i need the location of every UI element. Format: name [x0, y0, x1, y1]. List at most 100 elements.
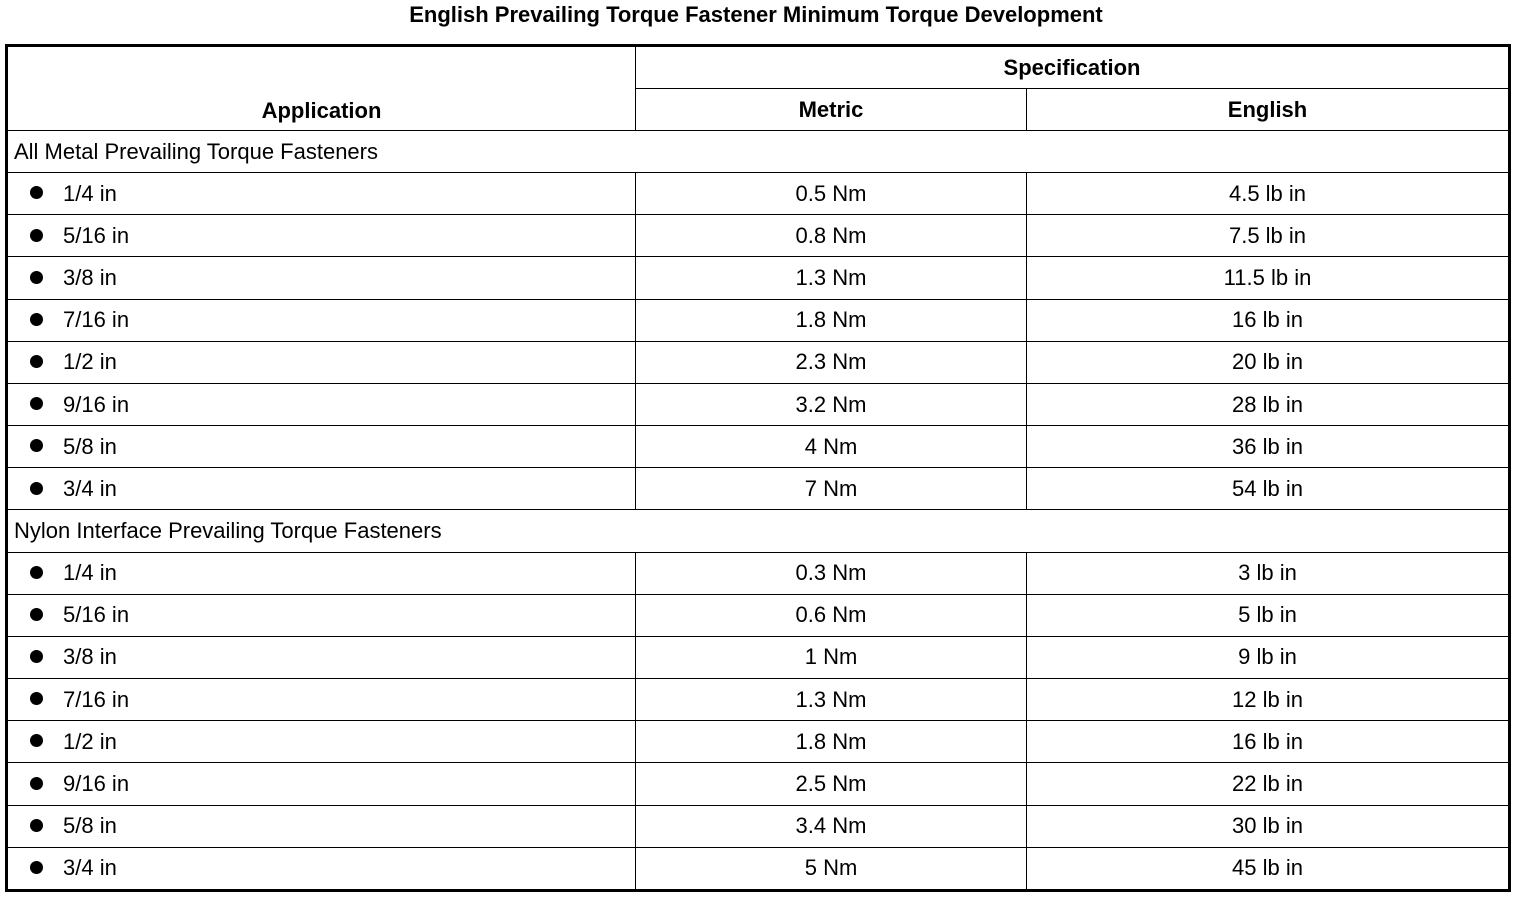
metric-cell: 1.3 Nm [635, 256, 1027, 300]
bullet-icon [30, 439, 43, 453]
section-row: Nylon Interface Prevailing Torque Fasten… [5, 509, 1511, 553]
metric-cell: 0.6 Nm [635, 593, 1027, 637]
fastener-size: 3/4 in [63, 855, 117, 881]
english-cell: 16 lb in [1025, 298, 1511, 342]
table-row: 3/4 in 5 Nm 45 lb in [6, 846, 1511, 892]
table-row: 1/4 in 0.3 Nm 3 lb in [6, 551, 1511, 595]
metric-cell: 3.2 Nm [635, 382, 1027, 427]
metric-cell: 1.8 Nm [635, 298, 1027, 342]
english-cell: 4.5 lb in [1025, 172, 1511, 216]
table-row: 9/16 in 2.5 Nm 22 lb in [6, 762, 1511, 806]
fastener-size: 1/2 in [63, 349, 117, 375]
section-label: Nylon Interface Prevailing Torque Fasten… [5, 509, 1511, 553]
table-row: 1/2 in 2.3 Nm 20 lb in [6, 340, 1511, 384]
table-row: 3/8 in 1.3 Nm 11.5 lb in [6, 256, 1511, 300]
english-cell: 11.5 lb in [1025, 256, 1511, 300]
application-cell: 7/16 in [6, 298, 636, 342]
bullet-icon [30, 312, 43, 326]
english-cell: 16 lb in [1025, 720, 1511, 764]
metric-cell: 0.8 Nm [635, 214, 1027, 258]
fastener-size: 5/8 in [63, 813, 117, 839]
application-cell: 3/8 in [6, 256, 636, 300]
application-cell: 3/4 in [6, 846, 636, 892]
bullet-icon [30, 397, 43, 411]
table-row: 9/16 in 3.2 Nm 28 lb in [6, 382, 1511, 427]
english-cell: 7.5 lb in [1025, 214, 1511, 258]
metric-cell: 1.3 Nm [635, 678, 1027, 722]
section-row: All Metal Prevailing Torque Fasteners [5, 129, 1511, 174]
header-row: Application Specification [6, 45, 1511, 131]
metric-cell: 1 Nm [635, 635, 1027, 680]
table-row: 5/8 in 3.4 Nm 30 lb in [6, 804, 1511, 848]
fastener-size: 9/16 in [63, 770, 130, 796]
bullet-icon [30, 734, 43, 748]
bullet-icon [30, 355, 43, 369]
fastener-size: 9/16 in [63, 391, 130, 417]
section-label: All Metal Prevailing Torque Fasteners [5, 129, 1511, 174]
bullet-icon [30, 776, 43, 790]
application-cell: 3/8 in [6, 635, 636, 680]
bullet-icon [30, 818, 43, 832]
metric-cell: 1.8 Nm [635, 720, 1027, 764]
fastener-size: 1/2 in [63, 728, 117, 754]
application-cell: 7/16 in [6, 678, 636, 722]
bullet-icon [30, 270, 43, 284]
application-cell: 5/8 in [6, 425, 636, 469]
application-cell: 1/4 in [6, 172, 636, 216]
english-cell: 12 lb in [1025, 678, 1511, 722]
english-cell: 45 lb in [1025, 846, 1511, 892]
application-cell: 5/16 in [6, 214, 636, 258]
fastener-size: 3/8 in [63, 644, 117, 670]
bullet-icon [30, 565, 43, 579]
table-row: 5/8 in 4 Nm 36 lb in [6, 425, 1511, 469]
document-title: English Prevailing Torque Fastener Minim… [409, 2, 1103, 27]
metric-cell: 3.4 Nm [635, 804, 1027, 848]
fastener-size: 1/4 in [63, 180, 117, 206]
metric-cell: 2.3 Nm [635, 340, 1027, 384]
header-application: Application [6, 45, 636, 131]
application-cell: 1/4 in [6, 551, 636, 595]
table-row: 3/8 in 1 Nm 9 lb in [6, 635, 1511, 680]
fastener-size: 1/4 in [63, 560, 117, 586]
bullet-icon [30, 607, 43, 621]
fastener-size: 5/16 in [63, 222, 130, 248]
fastener-size: 5/8 in [63, 433, 117, 459]
header-english: English [1025, 88, 1511, 131]
table-row: 1/2 in 1.8 Nm 16 lb in [6, 720, 1511, 764]
application-cell: 3/4 in [6, 467, 636, 511]
bullet-icon [30, 692, 43, 706]
application-cell: 9/16 in [6, 382, 636, 427]
fastener-size: 3/8 in [63, 265, 117, 291]
fastener-size: 3/4 in [63, 475, 117, 501]
table-row: 7/16 in 1.3 Nm 12 lb in [6, 678, 1511, 722]
metric-cell: 0.5 Nm [635, 172, 1027, 216]
fastener-size: 7/16 in [63, 686, 130, 712]
header-specification: Specification [634, 45, 1511, 89]
application-cell: 1/2 in [6, 340, 636, 384]
english-cell: 3 lb in [1025, 551, 1511, 595]
bullet-icon [30, 861, 43, 875]
metric-cell: 4 Nm [635, 425, 1027, 469]
english-cell: 54 lb in [1025, 467, 1511, 511]
header-metric: Metric [635, 88, 1027, 131]
english-cell: 30 lb in [1025, 804, 1511, 848]
application-cell: 9/16 in [6, 762, 636, 806]
english-cell: 28 lb in [1025, 382, 1511, 427]
table-row: 1/4 in 0.5 Nm 4.5 lb in [6, 172, 1511, 216]
fastener-size: 5/16 in [63, 602, 130, 628]
bullet-icon [30, 228, 43, 242]
application-cell: 5/8 in [6, 804, 636, 848]
english-cell: 22 lb in [1025, 762, 1511, 806]
application-cell: 1/2 in [6, 720, 636, 764]
english-cell: 20 lb in [1025, 340, 1511, 384]
fastener-size: 7/16 in [63, 307, 130, 333]
metric-cell: 0.3 Nm [635, 551, 1027, 595]
header-subrow: Metric English [7, 88, 1511, 131]
table-row: 7/16 in 1.8 Nm 16 lb in [6, 298, 1511, 342]
metric-cell: 5 Nm [635, 846, 1027, 892]
english-cell: 9 lb in [1025, 635, 1511, 680]
metric-cell: 2.5 Nm [635, 762, 1027, 806]
bullet-icon [30, 650, 43, 664]
bullet-icon [30, 481, 43, 495]
bullet-icon [30, 186, 43, 200]
